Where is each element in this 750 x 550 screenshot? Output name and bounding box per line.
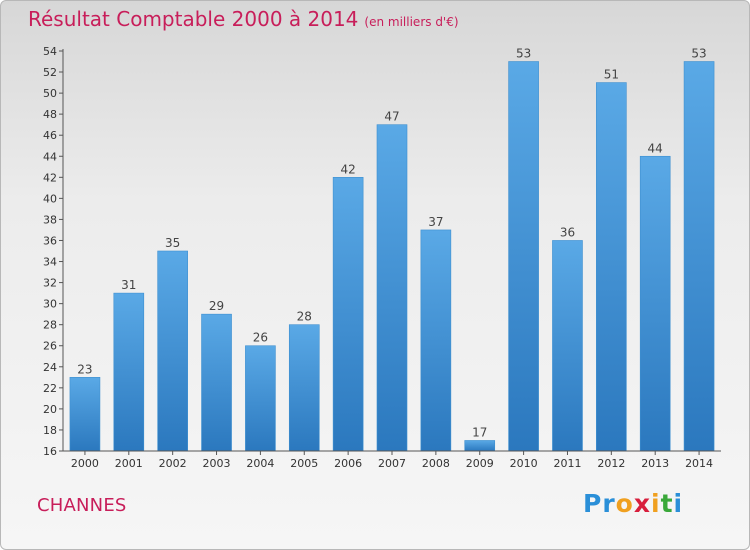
y-tick-label: 54 — [43, 45, 57, 58]
logo-letter: i — [673, 489, 684, 518]
x-tick-label: 2001 — [115, 457, 143, 470]
value-label: 31 — [121, 278, 136, 292]
y-tick-label: 46 — [43, 129, 57, 142]
y-tick-label: 16 — [43, 445, 57, 458]
x-tick-label: 2010 — [510, 457, 538, 470]
value-label: 42 — [340, 162, 355, 176]
bar-2008 — [420, 229, 452, 452]
value-label: 44 — [648, 141, 663, 155]
bar-2005 — [288, 324, 320, 452]
value-label: 28 — [297, 310, 312, 324]
y-tick-label: 48 — [43, 108, 57, 121]
x-tick-label: 2004 — [246, 457, 274, 470]
bar-2000 — [69, 377, 101, 452]
y-tick-label: 52 — [43, 66, 57, 79]
value-label: 17 — [472, 425, 487, 439]
bar-2006 — [332, 177, 364, 452]
logo-letter: x — [633, 489, 651, 518]
x-tick-label: 2000 — [71, 457, 99, 470]
y-tick-label: 30 — [43, 298, 57, 311]
bar-2003 — [201, 313, 232, 452]
title-text: Résultat Comptable 2000 à 2014 — [28, 7, 359, 31]
x-tick-label: 2002 — [159, 457, 187, 470]
y-tick-label: 36 — [43, 234, 57, 247]
x-tick-label: 2006 — [334, 457, 362, 470]
value-label: 26 — [253, 331, 268, 345]
x-tick-label: 2005 — [290, 457, 318, 470]
y-tick-label: 50 — [43, 87, 57, 100]
bar-2001 — [113, 292, 145, 452]
value-label: 53 — [691, 47, 706, 61]
y-tick-label: 24 — [43, 361, 57, 374]
bar-2010 — [508, 61, 539, 452]
y-tick-label: 28 — [43, 319, 57, 332]
bar-2007 — [376, 124, 408, 452]
chart-title: Résultat Comptable 2000 à 2014 (en millie… — [28, 7, 459, 31]
y-tick-label: 34 — [43, 256, 57, 269]
y-tick-label: 40 — [43, 192, 57, 205]
y-tick-label: 42 — [43, 171, 57, 184]
bar-2013 — [639, 155, 671, 452]
x-tick-label: 2013 — [641, 457, 669, 470]
x-tick-label: 2007 — [378, 457, 406, 470]
logo-letter: t — [660, 489, 674, 518]
proxiti-logo: Proxiti — [583, 489, 683, 518]
value-label: 53 — [516, 47, 531, 61]
bar-2014 — [683, 61, 715, 452]
axes-group: 2000 2001 2002 2003 2004 2005 2006 2007 2008 2009… — [43, 45, 721, 470]
bar-2004 — [245, 345, 276, 452]
x-tick-label: 2012 — [597, 457, 625, 470]
value-label: 23 — [77, 362, 92, 376]
x-tick-label: 2014 — [685, 457, 713, 470]
bar-2011 — [552, 240, 583, 452]
city-name: CHANNES — [37, 495, 127, 516]
x-tick-label: 2008 — [422, 457, 450, 470]
y-tick-label: 32 — [43, 277, 57, 290]
x-tick-label: 2003 — [203, 457, 231, 470]
y-tick-label: 38 — [43, 213, 57, 226]
value-label: 36 — [560, 225, 575, 239]
chart-subtitle: (en milliers d'€) — [364, 15, 459, 29]
value-label: 37 — [428, 215, 443, 229]
logo-letter: i — [651, 489, 661, 518]
value-label: 51 — [604, 68, 619, 82]
y-tick-label: 20 — [43, 403, 57, 416]
x-tick-label: 2009 — [466, 457, 494, 470]
value-label: 35 — [165, 236, 180, 250]
bar-2012 — [596, 82, 627, 452]
bars-group: 23 31 35 29 26 28 42 47 37 17 53 36 51 44 53 — [69, 47, 715, 452]
x-tick-label: 2011 — [553, 457, 581, 470]
bar-2009 — [464, 440, 496, 452]
y-tick-label: 26 — [43, 340, 57, 353]
value-label: 47 — [384, 110, 399, 124]
logo-letter: P — [583, 489, 603, 518]
bar-2002 — [157, 250, 188, 452]
value-label: 29 — [209, 299, 224, 313]
y-tick-label: 44 — [43, 150, 57, 163]
logo-letter: r — [602, 489, 616, 518]
y-tick-label: 18 — [43, 424, 57, 437]
logo-letter: o — [615, 489, 634, 518]
y-tick-label: 22 — [43, 382, 57, 395]
